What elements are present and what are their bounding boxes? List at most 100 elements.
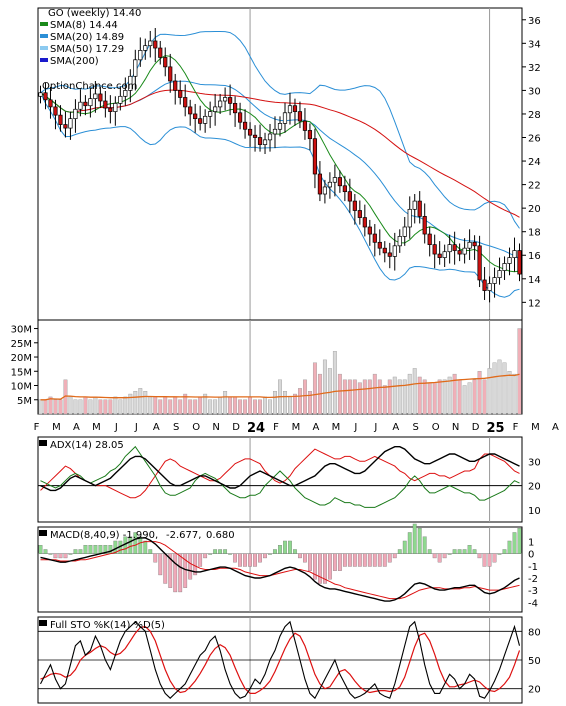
candle-up [512,250,517,258]
candle-down [153,40,158,49]
macd-histogram-bar [193,553,198,576]
volume-bar [53,399,58,415]
volume-bar [467,382,472,415]
macd-histogram-bar [233,553,237,563]
price-tick-label: 14 [528,275,541,286]
macd-histogram-bar [78,549,83,554]
candle-down [302,120,308,131]
adx-tick-label: 10 [528,506,541,517]
adx-panel: 10 20 30 ADX(14) 28.05 [37,436,541,523]
candle-up [282,112,288,124]
candle-down [312,138,318,175]
volume-bar [312,362,317,415]
macd-hist-value: 0.680 [206,530,235,541]
price-tick-label: 18 [528,228,541,239]
macd-histogram-bar [228,553,232,555]
candle-down [377,241,382,249]
candle-up [128,75,133,91]
volume-bar [362,379,367,415]
candle-down [198,118,203,124]
macd-histogram-bar [173,553,178,593]
macd-histogram-bar [138,536,143,554]
candle-down [257,137,263,145]
macd-histogram-bar [492,553,497,563]
x-tick-label: J [353,422,357,433]
candle-down [452,244,457,251]
macd-histogram-bar [427,549,432,554]
candle-down [228,97,233,104]
volume-bar [412,368,417,415]
volume-bar [288,396,292,415]
macd-histogram-bar [477,553,482,559]
candle-down [108,107,113,112]
price-panel: 12 14 16 18 20 22 24 26 28 30 32 34 36 [37,7,541,321]
adx-tick-label: 20 [528,482,541,493]
x-tick-label: A [313,422,320,433]
candle-down [517,250,522,275]
x-tick-label: A [153,422,160,433]
volume-bar [342,379,347,415]
candle-up [332,177,337,183]
price-tick-label: 16 [528,251,541,262]
candle-up [208,111,213,117]
volume-bar [258,399,262,415]
volume-bar [73,399,78,415]
x-axis: FMAMJJASOND24FMAMJJASOND25FMAM [34,421,559,436]
candle-down [193,113,198,120]
macd-histogram-bar [372,553,377,567]
x-tick-label: 24 [247,421,265,436]
macd-histogram-bar [253,553,257,567]
sto-tick-label: 20 [528,685,541,696]
candle-down [232,103,238,114]
macd-histogram-bar [53,553,58,559]
candle-up [118,95,123,104]
macd-histogram-bar [158,553,163,576]
macd-histogram-bar [163,553,168,584]
x-tick-label: M [531,422,540,433]
candle-down [482,279,487,291]
macd-histogram-bar [387,553,392,563]
macd-histogram-bar [517,528,522,554]
candle-down [63,124,68,129]
x-tick-label: J [373,422,377,433]
macd-tick-label: -4 [528,598,538,609]
macd-histogram-bar [68,553,73,555]
macd-histogram-bar [482,553,487,567]
volume-bar [143,391,148,415]
macd-histogram-bar [198,553,203,567]
volume-tick-label: 20M [11,353,32,364]
legend-swatch [40,46,48,50]
macd-histogram-bar [273,549,277,554]
price-tick-label: 36 [528,16,541,27]
macd-histogram-bar [412,523,417,554]
macd-histogram-bar [462,549,467,554]
candle-up [487,283,492,291]
legend-label: SMA(50) 17.29 [50,44,124,55]
volume-bar [253,399,257,415]
macd-signal-value: -2.677, [166,530,201,541]
macd-tick-label: 1 [528,538,534,549]
volume-bar [223,391,228,415]
legend-label: SMA(20) 14.89 [50,32,124,43]
candle-down [103,100,108,109]
macd-histogram-bar [208,553,213,555]
candle-down [168,66,173,82]
macd-histogram-bar [168,553,173,588]
macd-histogram-bar [73,549,78,554]
volume-bar [427,382,432,415]
volume-bar [367,379,372,415]
macd-histogram-bar [303,553,307,563]
macd-histogram-bar [48,553,53,555]
macd-histogram-bar [422,536,427,554]
volume-bar [58,399,63,415]
candle-up [262,139,268,145]
macd-histogram-bar [382,553,387,567]
macd-histogram-bar [108,545,113,554]
macd-line [40,537,520,602]
volume-bar [98,399,103,415]
candle-up [442,251,447,258]
volume-tick-label: 30M [11,325,32,336]
legend-label: SMA(200) [50,56,99,67]
candle-up [148,40,153,47]
candle-down [357,210,362,218]
